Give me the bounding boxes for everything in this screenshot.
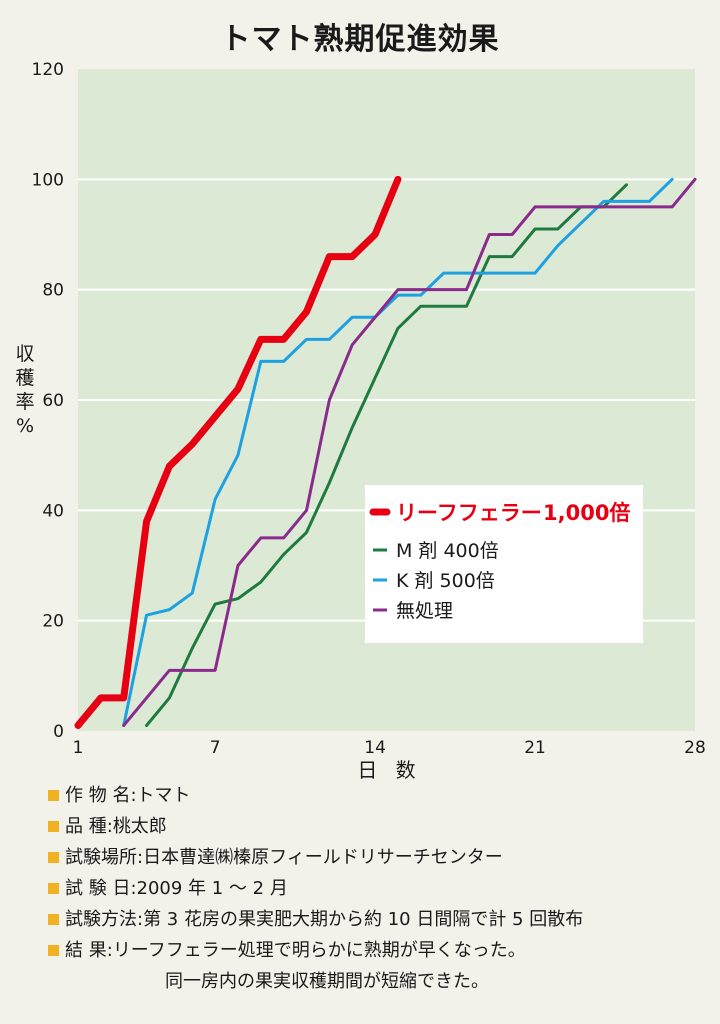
series-line — [145, 183, 628, 727]
y-tick-label: 100 — [32, 170, 64, 190]
bullet-icon — [48, 790, 59, 801]
x-tick-label: 14 — [364, 738, 386, 758]
chart-legend: リーフフェラー 1,000倍 M 剤 400倍 K 剤 500倍 無処理 — [365, 485, 643, 643]
y-axis-label-char: 収 — [15, 343, 34, 365]
bullet-icon — [48, 945, 59, 956]
series-line — [122, 177, 674, 727]
series-line — [122, 177, 697, 727]
y-tick-label: 120 — [32, 60, 64, 80]
bullet-icon — [48, 883, 59, 894]
bullet-icon — [48, 914, 59, 925]
bullet-icon — [48, 852, 59, 863]
y-tick-label: 40 — [42, 501, 64, 521]
legend-label-leaf-main: リーフフェラー — [396, 501, 542, 525]
note-value: 2009 年 1 ～ 2 月 — [136, 878, 288, 899]
note-label: 試 験 日 — [65, 878, 131, 899]
note-value: 第 3 花房の果実肥大期から約 10 日間隔で計 5 回散布 — [143, 909, 584, 930]
bullet-icon — [48, 821, 59, 832]
legend-box — [365, 485, 643, 643]
legend-label-leaf-suffix: 1,000倍 — [543, 501, 630, 525]
note-value: 日本曹達㈱榛原フィールドリサーチセンター — [143, 847, 503, 868]
y-axis-label-char: 穫 — [15, 367, 34, 389]
x-tick-label: 28 — [684, 738, 706, 758]
y-tick-label: 20 — [42, 612, 64, 632]
y-tick-label: 80 — [42, 281, 64, 301]
legend-label-m: M 剤 400倍 — [396, 540, 499, 562]
chart-svg: 0 20 40 60 80 100 120 1 7 14 21 28 日 数 収穫率% リーフフェラー 1… — [15, 60, 706, 780]
note-label: 結 果 — [65, 940, 107, 961]
note-date: 試 験 日:2009 年 1 ～ 2 月 — [48, 873, 708, 904]
note-label: 試験場所 — [65, 847, 137, 868]
chart-title: トマト熟期促進効果 — [220, 22, 500, 57]
note-result: 結 果: リーフフェラー処理で明らかに熟期が早くなった。 — [48, 935, 708, 966]
notes-section: 作 物 名: トマト 品 種: 桃太郎 試験場所: 日本曹達㈱榛原フィールドリサーチセ… — [48, 780, 708, 997]
note-label: 作 物 名 — [65, 785, 131, 806]
note-site: 試験場所: 日本曹達㈱榛原フィールドリサーチセンター — [48, 842, 708, 873]
y-axis-label-char: % — [16, 415, 34, 437]
note-value: 桃太郎 — [112, 816, 167, 837]
series-line — [74, 175, 402, 729]
note-label: 試験方法 — [65, 909, 137, 930]
note-value: トマト — [136, 785, 191, 806]
y-axis-label-char: 率 — [15, 391, 34, 413]
x-axis-label: 日 数 — [357, 758, 421, 780]
note-label: 品 種 — [65, 816, 107, 837]
y-tick-label: 60 — [42, 391, 64, 411]
x-tick-label: 21 — [524, 738, 546, 758]
y-tick-label: 0 — [53, 722, 64, 742]
legend-label-k: K 剤 500倍 — [396, 570, 495, 592]
note-crop: 作 物 名: トマト — [48, 780, 708, 811]
x-tick-label: 1 — [73, 738, 84, 758]
x-tick-label: 7 — [210, 738, 221, 758]
note-result-continuation: 同一房内の果実収穫期間が短縮できた。 — [165, 971, 489, 992]
note-method: 試験方法: 第 3 花房の果実肥大期から約 10 日間隔で計 5 回散布 — [48, 904, 708, 935]
note-value: リーフフェラー処理で明らかに熟期が早くなった。 — [112, 940, 526, 961]
legend-label-none: 無処理 — [396, 600, 453, 622]
note-variety: 品 種: 桃太郎 — [48, 811, 708, 842]
